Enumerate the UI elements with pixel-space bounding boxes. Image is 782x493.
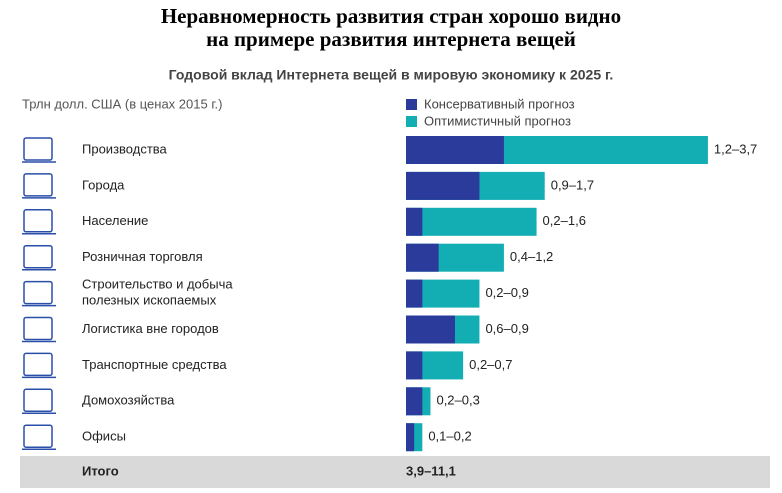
icon [23, 424, 53, 448]
icon [23, 316, 53, 341]
category-label: Офисы [82, 429, 126, 444]
bar [406, 207, 423, 236]
category-label: Строительство и добыча полезных ископаемы… [82, 277, 233, 308]
bar [406, 351, 423, 380]
value-label: 0,2–1,6 [543, 213, 586, 228]
icon [23, 137, 53, 161]
legend-swatch [406, 99, 417, 110]
bar [406, 243, 439, 272]
legend-swatch [406, 116, 417, 127]
category-label: Города [82, 177, 125, 192]
legend-label: Консервативный прогноз [424, 96, 575, 111]
value-label: 0,4–1,2 [510, 249, 553, 264]
category-label: Домохозяйства [82, 393, 175, 408]
bar [406, 387, 423, 416]
chart-subtitle: Годовой вклад Интернета вещей в мировую … [169, 67, 614, 83]
icon [23, 209, 53, 233]
total-value: 3,9–11,1 [406, 463, 456, 478]
bar [406, 423, 415, 452]
icon [23, 173, 53, 197]
category-label: Розничная торговля [82, 249, 203, 264]
legend-label: Оптимистичный прогноз [424, 113, 571, 128]
category-label: Логистика вне городов [82, 321, 219, 336]
bar [406, 207, 537, 236]
value-label: 0,6–0,9 [485, 321, 528, 336]
category-label: Производства [82, 141, 168, 156]
icon [23, 280, 53, 305]
bar [406, 136, 504, 164]
value-label: 1,2–3,7 [714, 141, 757, 156]
chart-title: Неравномерность развития стран хорошо ви… [161, 4, 621, 51]
category-label: Население [82, 213, 148, 228]
value-label: 0,2–0,3 [436, 393, 479, 408]
bar [406, 315, 455, 344]
value-label: 0,2–0,7 [469, 357, 512, 372]
category-label: Транспортные средства [82, 357, 227, 372]
total-band [20, 456, 770, 488]
value-label: 0,2–0,9 [485, 285, 528, 300]
bar [406, 279, 423, 308]
icon [23, 244, 53, 269]
value-label: 0,9–1,7 [551, 177, 594, 192]
icon [23, 388, 53, 413]
unit-note: Трлн долл. США (в ценах 2015 г.) [22, 96, 222, 111]
value-label: 0,1–0,2 [428, 429, 471, 444]
total-label: Итого [82, 463, 119, 478]
icon [23, 352, 53, 377]
bar [406, 171, 480, 200]
